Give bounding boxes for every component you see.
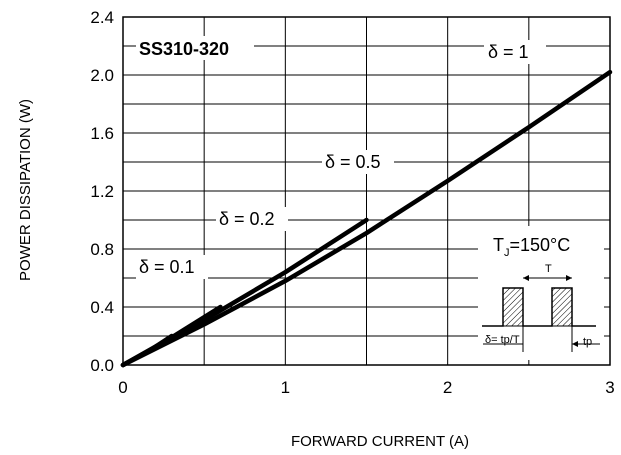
y-tick-label: 0.8 — [90, 240, 114, 259]
tp-arrow — [572, 341, 578, 347]
y-tick-label: 0.4 — [90, 298, 114, 317]
x-tick-label: 1 — [281, 378, 290, 397]
plot-frame — [122, 16, 611, 366]
y-tick-label: 2.0 — [90, 66, 114, 85]
label-delta-0.2: δ = 0.2 — [219, 209, 275, 229]
label-delta-1: δ = 1 — [488, 42, 529, 62]
series-lines — [120, 69, 613, 368]
y-tick-label: 0.0 — [90, 356, 114, 375]
x-tick-labels: 0 1 2 3 — [118, 378, 614, 397]
label-bg-d01 — [136, 255, 208, 279]
x-tick-label: 0 — [118, 378, 127, 397]
title-background — [136, 36, 254, 60]
x-axis-title: FORWARD CURRENT (A) — [291, 433, 469, 450]
series-line-4 — [120, 333, 174, 368]
y-tick-labels: 0.0 0.4 0.8 1.2 1.6 2.0 2.4 — [90, 8, 114, 375]
y-tick-label: 1.2 — [90, 182, 114, 201]
pulse-1 — [502, 287, 524, 327]
inset-background — [478, 226, 604, 360]
duty-cycle-inset: TJ=150°C T δ= tp/T tp — [478, 226, 604, 360]
y-tick-label: 1.6 — [90, 124, 114, 143]
label-bg-d02 — [216, 207, 288, 231]
label-bg-d1 — [484, 40, 546, 64]
duty-cycle-label: δ= tp/T — [485, 334, 520, 346]
y-axis-title: POWER DISSIPATION (W) — [17, 99, 34, 281]
tp-label: tp — [583, 336, 592, 348]
period-arrow-left — [523, 275, 529, 281]
label-delta-0.5: δ = 0.5 — [325, 152, 381, 172]
junction-temperature-label: TJ=150°C — [493, 235, 570, 259]
label-delta-0.1: δ = 0.1 — [139, 257, 195, 277]
series-line-1 — [120, 69, 613, 368]
label-bg-d05 — [322, 150, 394, 174]
chart-title: SS310-320 — [139, 39, 229, 59]
period-label: T — [545, 263, 552, 275]
period-arrow-right — [566, 275, 572, 281]
y-tick-label: 2.4 — [90, 8, 114, 27]
x-tick-label: 3 — [605, 378, 614, 397]
pulse-waveform — [482, 287, 596, 327]
pulse-2 — [551, 287, 573, 327]
x-tick-label: 2 — [443, 378, 452, 397]
